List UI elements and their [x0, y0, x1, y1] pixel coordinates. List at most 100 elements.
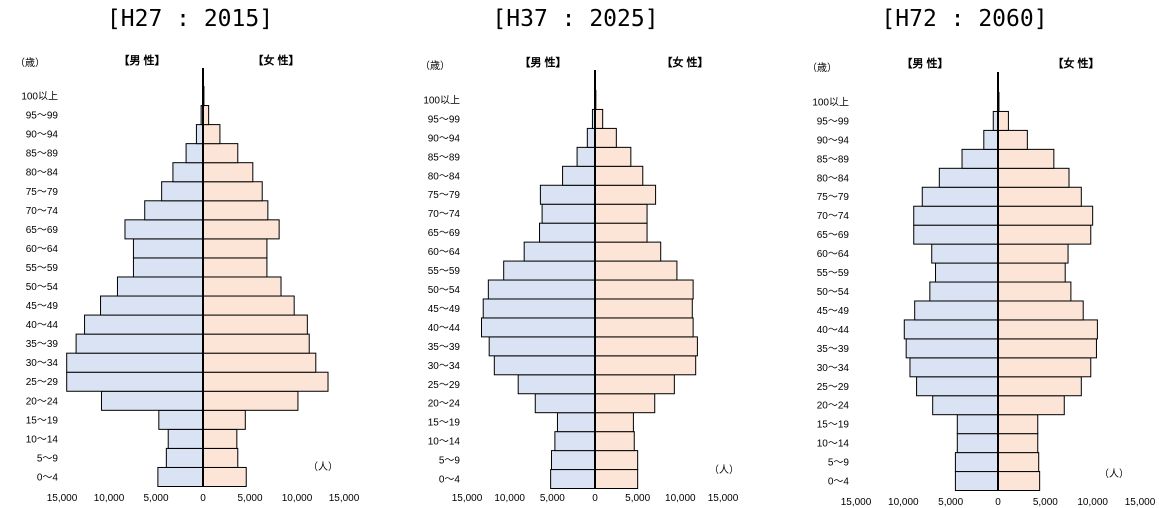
female-bar	[997, 205, 1094, 226]
age-label: 50～54	[428, 285, 461, 296]
female-bar	[594, 431, 635, 452]
age-label: 0～4	[439, 475, 461, 486]
age-label: 40～44	[428, 323, 461, 334]
male-bar	[956, 414, 999, 435]
age-label: 25～29	[428, 380, 461, 391]
age-label: 0～4	[828, 477, 850, 488]
female-bar	[202, 352, 317, 373]
x-tick-label: 0	[592, 493, 598, 504]
male-bar	[550, 469, 596, 489]
male-bar	[161, 181, 204, 202]
x-tick-label: 10,000	[888, 497, 919, 508]
female-bar	[594, 317, 694, 338]
person-unit-label: （人）	[1099, 468, 1129, 480]
male-bar	[481, 317, 596, 338]
age-label: 100以上	[21, 91, 58, 103]
age-label: 95～99	[26, 111, 59, 122]
male-bar	[517, 374, 596, 395]
female-bar	[594, 184, 657, 205]
male-bar	[185, 143, 204, 164]
age-label: 65～69	[817, 230, 850, 241]
age-label: 85～89	[26, 149, 59, 160]
age-label: 85～89	[817, 154, 850, 165]
age-label: 80～84	[817, 173, 850, 184]
pyramid-panel-2015: [H27 : 2015] 【男 性】 【女 性】 （歳） （人） 0～4 5～9 10～14…	[0, 0, 380, 508]
female-bar	[997, 281, 1072, 302]
age-label: 30～34	[817, 363, 850, 374]
age-label: 65～69	[26, 225, 59, 236]
age-label: 15～19	[817, 420, 850, 431]
age-label: 10～14	[428, 437, 461, 448]
age-label: 60～64	[26, 244, 59, 255]
x-tick-label: 5,000	[143, 493, 168, 504]
age-label: 20～24	[817, 401, 850, 412]
male-bar	[914, 300, 999, 321]
x-tick-label: 15,000	[47, 493, 78, 504]
age-label: 95～99	[428, 114, 461, 125]
female-bar	[202, 466, 247, 488]
male-bar	[983, 129, 999, 150]
age-label: 15～19	[26, 415, 59, 426]
female-bar	[594, 108, 604, 129]
age-label: 15～19	[428, 418, 461, 429]
x-tick-label: 15,000	[329, 493, 360, 504]
female-bar	[202, 409, 246, 430]
age-label: 45～49	[817, 306, 850, 317]
female-bar	[594, 412, 634, 433]
age-label: 70～74	[817, 211, 850, 222]
female-bar	[594, 450, 639, 471]
female-bar	[202, 314, 308, 335]
male-bar	[167, 428, 204, 449]
age-label: 100以上	[423, 94, 460, 106]
chart-title: [H72 : 2060]	[881, 6, 1048, 32]
male-bar	[66, 352, 204, 373]
male-bar	[75, 333, 204, 354]
female-bar	[594, 336, 698, 357]
age-label: 90～94	[428, 133, 461, 144]
age-label: 40～44	[26, 320, 59, 331]
x-tick-label: 10,000	[665, 493, 696, 504]
age-label: 20～24	[428, 399, 461, 410]
female-bar	[594, 279, 694, 300]
x-tick-label: 0	[995, 497, 1001, 508]
male-bar	[116, 276, 204, 297]
male-bar	[144, 200, 204, 221]
female-bar	[997, 319, 1098, 340]
x-tick-label: 15,000	[708, 493, 739, 504]
female-bar	[997, 433, 1039, 454]
female-bar	[997, 129, 1028, 150]
x-tick-label: 10,000	[282, 493, 313, 504]
age-label: 35～39	[428, 342, 461, 353]
female-label: 【女 性】	[252, 53, 299, 67]
male-bar	[124, 219, 204, 240]
age-label: 80～84	[26, 168, 59, 179]
x-tick-label: 5,000	[237, 493, 262, 504]
x-tick-label: 10,000	[94, 493, 125, 504]
female-bar	[594, 127, 617, 148]
age-label: 5～9	[828, 458, 850, 469]
female-bar	[997, 376, 1082, 397]
male-bar	[66, 371, 204, 392]
female-bar	[202, 295, 295, 316]
age-label: 85～89	[428, 152, 461, 163]
age-label: 40～44	[817, 325, 850, 336]
female-bar	[202, 200, 269, 221]
female-bar	[997, 395, 1065, 416]
male-bar	[157, 466, 204, 488]
age-label: 20～24	[26, 396, 59, 407]
female-bar	[997, 357, 1092, 378]
female-bar	[594, 374, 675, 395]
male-bar	[541, 203, 596, 224]
age-label: 75～79	[428, 190, 461, 201]
female-bar	[997, 167, 1070, 188]
male-bar	[905, 338, 999, 359]
male-bar	[954, 471, 999, 491]
male-bar	[488, 336, 596, 357]
age-label: 55～59	[817, 268, 850, 279]
x-tick-label: 15,000	[452, 493, 483, 504]
male-bar	[172, 162, 204, 183]
male-bar	[931, 243, 999, 264]
male-bar	[562, 165, 596, 186]
male-bar	[487, 279, 596, 300]
age-label: 50～54	[26, 282, 59, 293]
